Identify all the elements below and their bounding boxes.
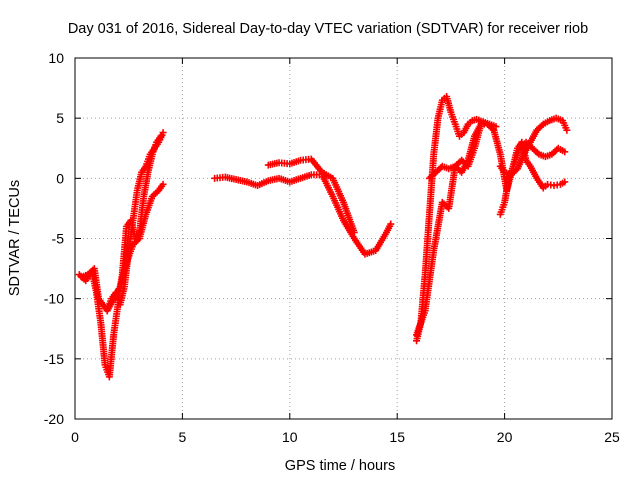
- x-tick-label: 25: [604, 429, 620, 445]
- data-points: [75, 93, 571, 381]
- x-tick-label: 0: [71, 429, 79, 445]
- y-axis-label: SDTVAR / TECUs: [7, 180, 23, 296]
- y-tick-label: 0: [56, 170, 64, 186]
- x-tick-label: 5: [179, 429, 187, 445]
- x-axis-label: GPS time / hours: [285, 458, 395, 474]
- series-2-point: [159, 129, 167, 137]
- series-4-point: [387, 220, 395, 228]
- y-tick-label: -5: [52, 231, 65, 247]
- y-tick-label: -20: [44, 411, 64, 427]
- x-tick-label: 15: [389, 429, 405, 445]
- tick-marks: [74, 57, 613, 420]
- x-tick-label: 20: [497, 429, 513, 445]
- series-5-point: [350, 228, 358, 236]
- series-8-point: [477, 120, 485, 128]
- x-tick-label: 10: [282, 429, 298, 445]
- series-10-point: [563, 126, 571, 134]
- y-tick-label: 5: [56, 110, 64, 126]
- y-tick-label: 10: [48, 50, 64, 66]
- y-tick-label: -15: [44, 351, 64, 367]
- series-7-point: [561, 148, 569, 156]
- chart-title: Day 031 of 2016, Sidereal Day-to-day VTE…: [68, 21, 588, 37]
- series-9-point: [561, 178, 569, 186]
- x-tick-labels: 0 5 10 15 20 25: [71, 429, 620, 445]
- y-tick-label: -10: [44, 291, 64, 307]
- gridlines: [75, 58, 612, 419]
- y-tick-labels: -20 -15 -10 -5 0 5 10: [44, 50, 64, 427]
- series-3-point: [159, 180, 167, 188]
